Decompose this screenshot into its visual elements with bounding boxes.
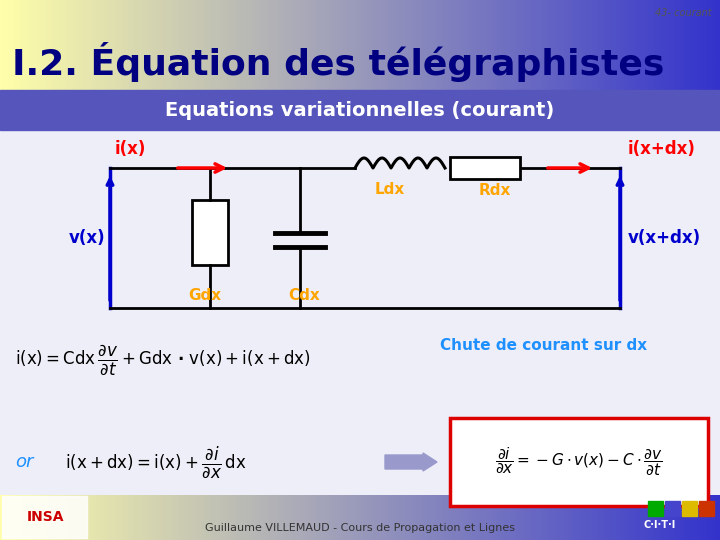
- Text: Gdx: Gdx: [188, 288, 221, 303]
- Bar: [192, 200, 228, 265]
- Bar: [682, 501, 697, 516]
- Bar: [450, 157, 520, 179]
- Bar: [648, 501, 663, 516]
- Text: Cdx: Cdx: [288, 288, 320, 303]
- Text: Ldx: Ldx: [375, 182, 405, 197]
- FancyArrow shape: [385, 453, 437, 471]
- Text: INSA: INSA: [26, 510, 64, 524]
- Text: i(x+dx): i(x+dx): [628, 140, 696, 158]
- Text: Rdx: Rdx: [479, 183, 511, 198]
- Text: Guillaume VILLEMAUD - Cours de Propagation et Lignes: Guillaume VILLEMAUD - Cours de Propagati…: [205, 523, 515, 533]
- Bar: [2, 496, 87, 538]
- Text: or: or: [15, 453, 33, 471]
- Text: v(x): v(x): [68, 229, 105, 247]
- Text: Chute de courant sur dx: Chute de courant sur dx: [440, 338, 647, 353]
- Text: $\mathrm{i(x+dx)} = \mathrm{i(x)} + \dfrac{\partial i}{\partial x}\,\mathrm{dx}$: $\mathrm{i(x+dx)} = \mathrm{i(x)} + \dfr…: [65, 444, 246, 480]
- Bar: [699, 501, 714, 516]
- Text: 43- courant: 43- courant: [655, 8, 712, 18]
- Text: $\dfrac{\partial i}{\partial x} = -G \cdot v(x) - C \cdot \dfrac{\partial v}{\pa: $\dfrac{\partial i}{\partial x} = -G \cd…: [495, 446, 663, 478]
- Bar: [0, 90, 720, 130]
- Text: $\mathrm{i(x)} = \mathrm{Cdx}\,\dfrac{\partial v}{\partial t} + \mathrm{Gdx}\ \m: $\mathrm{i(x)} = \mathrm{Cdx}\,\dfrac{\p…: [15, 343, 311, 377]
- Bar: [0, 130, 720, 495]
- Text: v(x+dx): v(x+dx): [628, 229, 701, 247]
- Bar: [450, 418, 708, 506]
- Text: i(x): i(x): [115, 140, 146, 158]
- Bar: [665, 501, 680, 516]
- Text: C·I·T·I: C·I·T·I: [644, 520, 676, 530]
- Text: Equations variationnelles (courant): Equations variationnelles (courant): [166, 100, 554, 119]
- Text: I.2. Équation des télégraphistes: I.2. Équation des télégraphistes: [12, 42, 665, 82]
